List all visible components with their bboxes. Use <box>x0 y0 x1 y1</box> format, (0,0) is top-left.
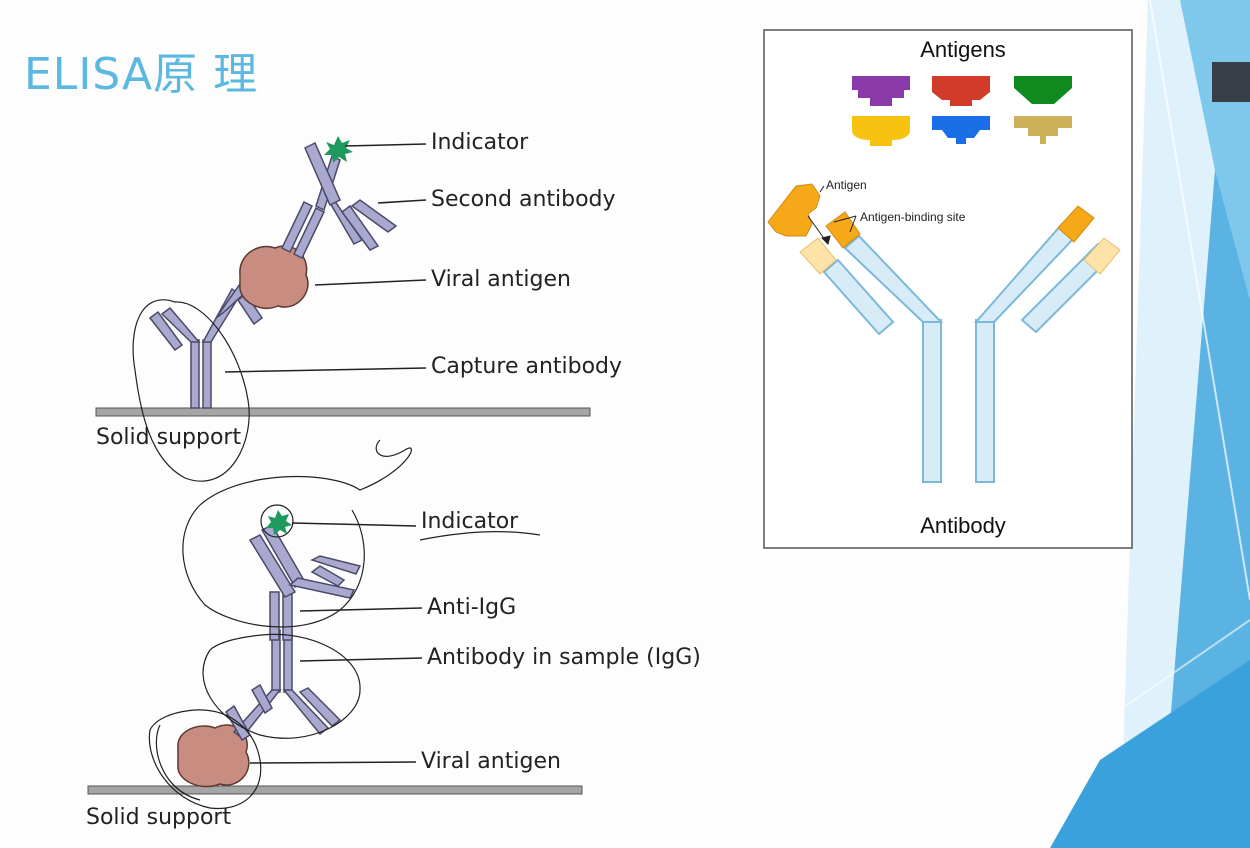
label-second-antibody: Second antibody <box>431 187 616 212</box>
leader-lines-top <box>224 143 427 373</box>
anti-igg <box>248 524 362 641</box>
viral-antigen-blob <box>177 724 250 788</box>
solid-support-bar <box>95 407 591 417</box>
diagram-top: Indicator Second antibody Viral antigen … <box>95 130 622 482</box>
annotation-circle-top <box>132 299 250 482</box>
antigen-tan <box>1014 116 1072 144</box>
antigen-blue <box>932 116 990 144</box>
label-viral-antigen-top: Viral antigen <box>431 267 571 292</box>
inset-binding-sites <box>799 205 1121 275</box>
capture-antibody <box>148 282 264 409</box>
label-anti-igg: Anti-IgG <box>427 595 516 620</box>
label-indicator-bottom: Indicator <box>421 509 519 534</box>
antigen-purple <box>852 76 910 106</box>
label-indicator-top: Indicator <box>431 130 529 155</box>
solid-support-bar <box>87 785 583 795</box>
indicator-star <box>266 510 292 535</box>
antibody-inset: Antigens <box>763 29 1133 549</box>
inset-binding-site-label: Antigen-binding site <box>860 210 966 224</box>
slide-corner-tab <box>1212 62 1250 102</box>
inset-antigen-label: Antigen <box>826 178 867 192</box>
inset-antigen <box>767 183 821 237</box>
label-solid-support-top: Solid support <box>96 425 241 450</box>
antigen-legend-shapes <box>852 76 1072 146</box>
antigen-red <box>932 76 990 106</box>
inset-antibody <box>822 222 1114 483</box>
slide-title: ELISA原 理 <box>24 49 259 100</box>
diagram-bottom: Indicator Anti-IgG Antibody in sample (I… <box>86 439 701 830</box>
label-viral-antigen-bottom: Viral antigen <box>421 749 561 774</box>
slide-decoration <box>919 0 1250 848</box>
antigens-title: Antigens <box>920 37 1006 62</box>
leader-lines-bottom <box>249 522 423 764</box>
label-capture-antibody: Capture antibody <box>431 354 622 379</box>
antigen-green <box>1014 76 1072 104</box>
inset-antibody-label: Antibody <box>920 513 1006 538</box>
viral-antigen-blob <box>239 245 309 309</box>
second-antibody <box>281 141 398 260</box>
inset-leaders <box>807 185 857 245</box>
antigen-yellow <box>852 116 910 146</box>
label-antibody-in-sample: Antibody in sample (IgG) <box>427 645 701 670</box>
label-solid-support-bottom: Solid support <box>86 805 231 830</box>
antibody-in-sample <box>225 629 342 742</box>
indicator-star <box>324 136 353 163</box>
annotation-curves-bottom <box>148 439 541 810</box>
